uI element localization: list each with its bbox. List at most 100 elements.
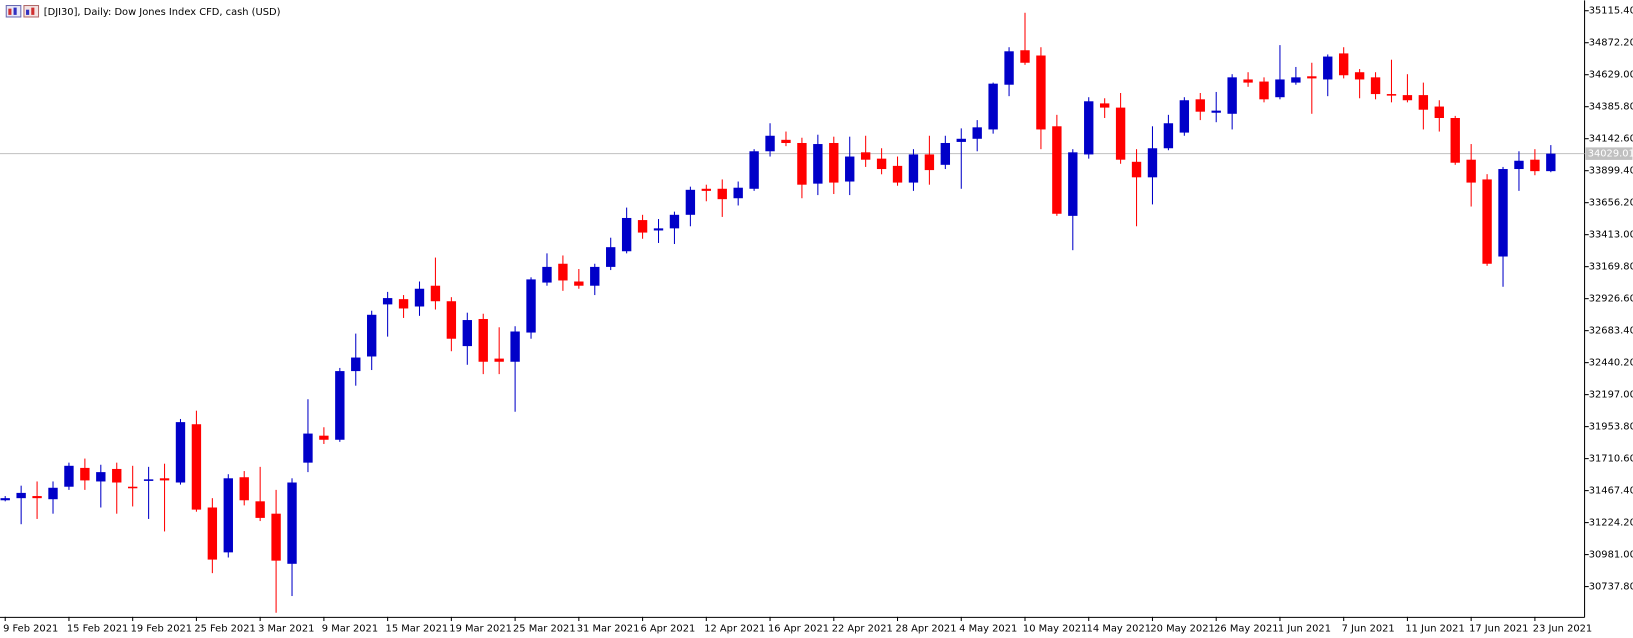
- candle-body: [813, 144, 823, 184]
- candle-body: [1036, 55, 1046, 130]
- x-tick-label: 15 Feb 2021: [67, 623, 128, 634]
- y-tick-label: 34629.00: [1589, 70, 1633, 81]
- y-tick-label: 30737.80: [1589, 582, 1633, 593]
- candle-body: [0, 498, 10, 501]
- candle-body: [1211, 110, 1221, 113]
- symbol-icons: [5, 5, 40, 18]
- icon-bar: [13, 7, 17, 15]
- y-tick-label: 32683.40: [1589, 326, 1633, 337]
- candle-body: [845, 156, 855, 182]
- candle-body: [1338, 53, 1349, 76]
- candle-body: [303, 433, 313, 463]
- candle-body: [1402, 95, 1413, 101]
- x-tick-label: 4 May 2021: [959, 623, 1017, 634]
- candle-body: [1004, 51, 1014, 85]
- candle-body: [558, 263, 568, 281]
- y-tick-label: 34385.80: [1589, 102, 1633, 113]
- y-tick-label: 31710.60: [1589, 454, 1633, 465]
- candle-body: [143, 479, 154, 481]
- candle-body: [717, 188, 727, 200]
- candle-body: [1498, 169, 1508, 257]
- x-tick-label: 25 Feb 2021: [194, 623, 255, 634]
- candle-body: [765, 135, 775, 152]
- y-tick-label: 32440.20: [1589, 358, 1633, 369]
- candle-body: [1323, 56, 1333, 80]
- candle-body: [637, 220, 648, 233]
- candle-body: [32, 496, 42, 499]
- candle-body: [255, 501, 265, 518]
- candle-body: [80, 467, 90, 481]
- y-tick-label: 32197.00: [1589, 390, 1633, 401]
- candle-body: [1482, 179, 1492, 264]
- candle-body: [1163, 123, 1174, 149]
- candle-body: [239, 477, 249, 501]
- candle-body: [1084, 101, 1094, 155]
- y-tick-label: 33169.80: [1589, 262, 1633, 273]
- candle-body: [685, 189, 696, 215]
- y-tick-label: 32926.60: [1589, 294, 1633, 305]
- candle-body: [16, 492, 26, 499]
- x-tick-label: 25 Mar 2021: [513, 623, 576, 634]
- candle-body: [1370, 77, 1381, 95]
- candle-body: [1354, 72, 1365, 80]
- candle-body: [924, 154, 935, 171]
- candle-body: [351, 357, 361, 372]
- x-tick-label: 31 Mar 2021: [577, 623, 640, 634]
- candle-body: [287, 482, 297, 564]
- y-tick-label: 34872.20: [1589, 38, 1633, 49]
- candle-body: [1450, 117, 1460, 163]
- candle-body: [223, 478, 233, 553]
- candle-body: [96, 472, 106, 482]
- candle-body: [860, 152, 871, 160]
- x-tick-label: 26 May 2021: [1214, 623, 1278, 634]
- candle-body: [1227, 77, 1237, 114]
- candle-body: [1546, 153, 1556, 172]
- candle-body: [1052, 126, 1062, 214]
- candle-body: [1530, 159, 1540, 172]
- candle-body: [1179, 100, 1190, 133]
- candle-body: [972, 127, 982, 139]
- y-tick-label: 30981.00: [1589, 550, 1633, 561]
- candle-body: [956, 138, 966, 142]
- candle-body: [1195, 99, 1205, 112]
- y-tick-label: 33899.40: [1589, 166, 1633, 177]
- candle-body: [462, 320, 472, 347]
- x-tick-label: 17 Jun 2021: [1469, 623, 1528, 634]
- y-tick-label: 33656.20: [1589, 198, 1633, 209]
- candle-body: [781, 139, 791, 143]
- candles: [0, 12, 1556, 613]
- candle-body: [797, 142, 807, 185]
- candle-body: [542, 266, 552, 283]
- x-tick-label: 14 May 2021: [1087, 623, 1151, 634]
- y-tick-label: 33413.00: [1589, 230, 1633, 241]
- candle-body: [526, 279, 536, 333]
- candle-body: [1514, 160, 1524, 170]
- candle-body: [1243, 79, 1253, 83]
- candle-body: [191, 424, 202, 510]
- last-price-tag: [1585, 147, 1633, 160]
- x-tick-label: 7 Jun 2021: [1342, 623, 1395, 634]
- candle-body: [701, 188, 712, 191]
- x-tick-label: 19 Mar 2021: [449, 623, 512, 634]
- candle-body: [1131, 161, 1142, 178]
- x-tick-label: 20 May 2021: [1150, 623, 1214, 634]
- candle-body: [510, 331, 520, 362]
- candle-body: [207, 507, 218, 560]
- candle-body: [112, 468, 122, 483]
- candle-body: [1466, 159, 1476, 183]
- candle-body: [733, 187, 743, 199]
- x-tick-label: 3 Mar 2021: [258, 623, 314, 634]
- candle-body: [1275, 79, 1285, 98]
- candle-body: [127, 486, 138, 489]
- candle-body: [478, 318, 488, 362]
- y-tick-label: 35115.40: [1589, 6, 1633, 17]
- x-tick-label: 22 Apr 2021: [832, 623, 893, 634]
- candle-body: [574, 281, 584, 286]
- candle-body: [892, 165, 903, 183]
- candle-body: [749, 151, 759, 189]
- x-tick-label: 6 Apr 2021: [640, 623, 695, 634]
- x-tick-label: 23 Jun 2021: [1533, 623, 1592, 634]
- candle-body: [653, 228, 664, 231]
- x-tick-label: 28 Apr 2021: [895, 623, 956, 634]
